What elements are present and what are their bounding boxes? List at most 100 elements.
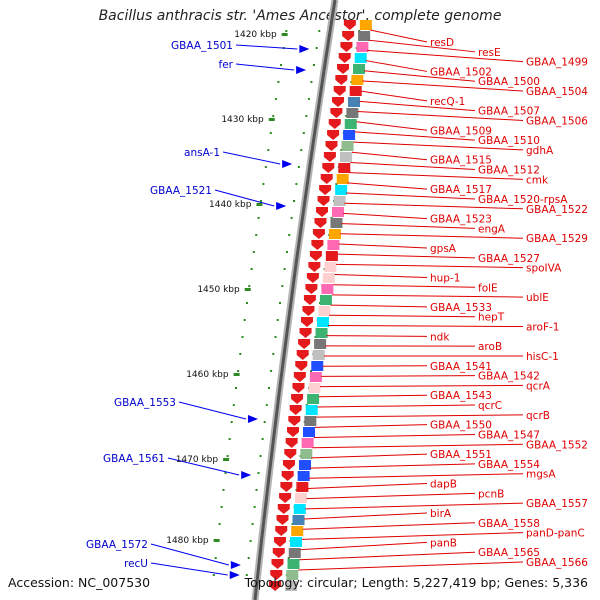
scale-dot	[224, 472, 227, 474]
forward-gene-arrow	[285, 438, 298, 448]
gene-feature-block	[335, 185, 348, 195]
scale-dot	[255, 234, 258, 236]
left-gene-label: ansA-1	[184, 147, 220, 159]
right-leader-line	[307, 483, 428, 489]
right-leader-line	[354, 131, 476, 141]
left-gene-label: GBAA_1521	[150, 185, 212, 197]
forward-gene-arrow	[323, 152, 336, 162]
left-gene-label: GBAA_1501	[171, 40, 233, 52]
forward-gene-arrow	[333, 86, 346, 96]
scale-dot	[293, 200, 295, 202]
left-leader-line	[150, 543, 229, 566]
right-leader-line	[368, 39, 476, 53]
scale-tick-mark	[268, 118, 275, 121]
gene-feature-block	[297, 471, 310, 481]
forward-gene-arrow	[298, 339, 311, 349]
right-gene-label: GBAA_1527	[478, 253, 540, 265]
scale-dot	[226, 455, 229, 457]
reverse-gene-arrow	[282, 160, 293, 168]
label-leader-lines	[150, 29, 524, 576]
right-gene-label: GBAA_1507	[478, 106, 540, 118]
right-leader-line	[340, 233, 524, 239]
forward-gene-arrow	[293, 372, 306, 382]
scale-dot	[283, 268, 286, 270]
forward-gene-arrow	[281, 471, 294, 481]
right-gene-label: GBAA_1529	[526, 233, 588, 245]
forward-gene-arrow	[280, 482, 293, 492]
gene-feature-block	[341, 141, 354, 151]
right-leader-line	[356, 121, 428, 131]
gene-feature-block	[285, 581, 298, 591]
forward-gene-arrow	[286, 427, 299, 437]
right-leader-line	[363, 70, 476, 82]
forward-gene-arrow	[332, 97, 345, 107]
scale-dot	[318, 30, 321, 32]
scale-dot	[246, 302, 248, 304]
left-leader-line	[235, 44, 298, 50]
scale-dot	[300, 149, 303, 151]
right-leader-line	[313, 433, 476, 439]
right-gene-label: recQ-1	[430, 96, 465, 108]
right-leader-line	[321, 375, 476, 377]
right-gene-label: GBAA_1554	[478, 459, 540, 471]
right-gene-label: ndk	[430, 331, 450, 343]
right-leader-line	[367, 49, 524, 63]
right-leader-line	[360, 90, 428, 102]
scale-dot	[340, 149, 343, 151]
forward-gene-arrow	[316, 207, 329, 217]
gene-feature-block	[315, 328, 328, 338]
gene-feature-block	[332, 207, 345, 217]
right-gene-label: hup-1	[430, 272, 460, 284]
right-leader-line	[301, 532, 524, 540]
gene-feature-block	[328, 229, 341, 239]
right-leader-line	[300, 541, 428, 551]
forward-gene-arrow	[289, 405, 302, 415]
right-gene-label: resD	[430, 37, 454, 49]
right-gene-label: GBAA_1504	[526, 86, 588, 98]
forward-gene-arrow	[306, 273, 319, 283]
scale-dot	[263, 421, 266, 423]
forward-gene-arrow	[288, 416, 301, 426]
right-leader-line	[320, 384, 524, 388]
forward-gene-arrow	[335, 75, 348, 85]
right-leader-line	[343, 212, 428, 220]
reverse-gene-arrow	[276, 202, 287, 210]
scale-dot	[214, 557, 217, 559]
gene-feature-block	[325, 251, 338, 261]
scale-dot	[259, 455, 262, 457]
right-leader-line	[299, 551, 476, 561]
scale-dot	[241, 336, 244, 338]
scale-tick-label: 1440 kbp	[209, 200, 252, 210]
scale-tick-mark	[223, 458, 230, 461]
gene-feature-block	[296, 482, 309, 492]
scale-dot	[272, 353, 275, 355]
left-gene-label: GBAA_1572	[86, 539, 148, 551]
scale-dot	[297, 166, 300, 168]
scale-tick-label: 1420 kbp	[234, 30, 277, 40]
right-leader-line	[306, 492, 476, 500]
scale-dot	[276, 319, 279, 321]
scale-dot	[305, 115, 308, 117]
scale-dot	[269, 132, 272, 134]
right-leader-line	[359, 100, 476, 112]
scale-dot	[222, 489, 225, 491]
gene-feature-block	[314, 339, 327, 349]
topology-text: Topology: circular; Length: 5,227,419 bp…	[244, 575, 588, 590]
reverse-gene-arrow	[241, 471, 252, 479]
forward-gene-arrow	[270, 570, 283, 580]
scale-dot	[281, 285, 284, 287]
right-gene-label: GBAA_1520-rpsA	[478, 194, 568, 206]
left-leader-line	[150, 562, 228, 576]
right-gene-label: qcrB	[526, 410, 550, 422]
right-leader-line	[298, 561, 524, 571]
gene-feature-block	[316, 317, 329, 327]
right-gene-label: GBAA_1566	[526, 557, 588, 569]
right-gene-label: gpsA	[430, 243, 457, 255]
forward-gene-arrow	[282, 460, 295, 470]
gene-feature-block	[327, 240, 340, 250]
forward-gene-arrow	[302, 306, 315, 316]
scale-dot	[285, 251, 288, 253]
left-gene-label: recU	[124, 558, 148, 570]
gene-feature-block	[358, 31, 371, 41]
scale-dot	[313, 64, 315, 66]
